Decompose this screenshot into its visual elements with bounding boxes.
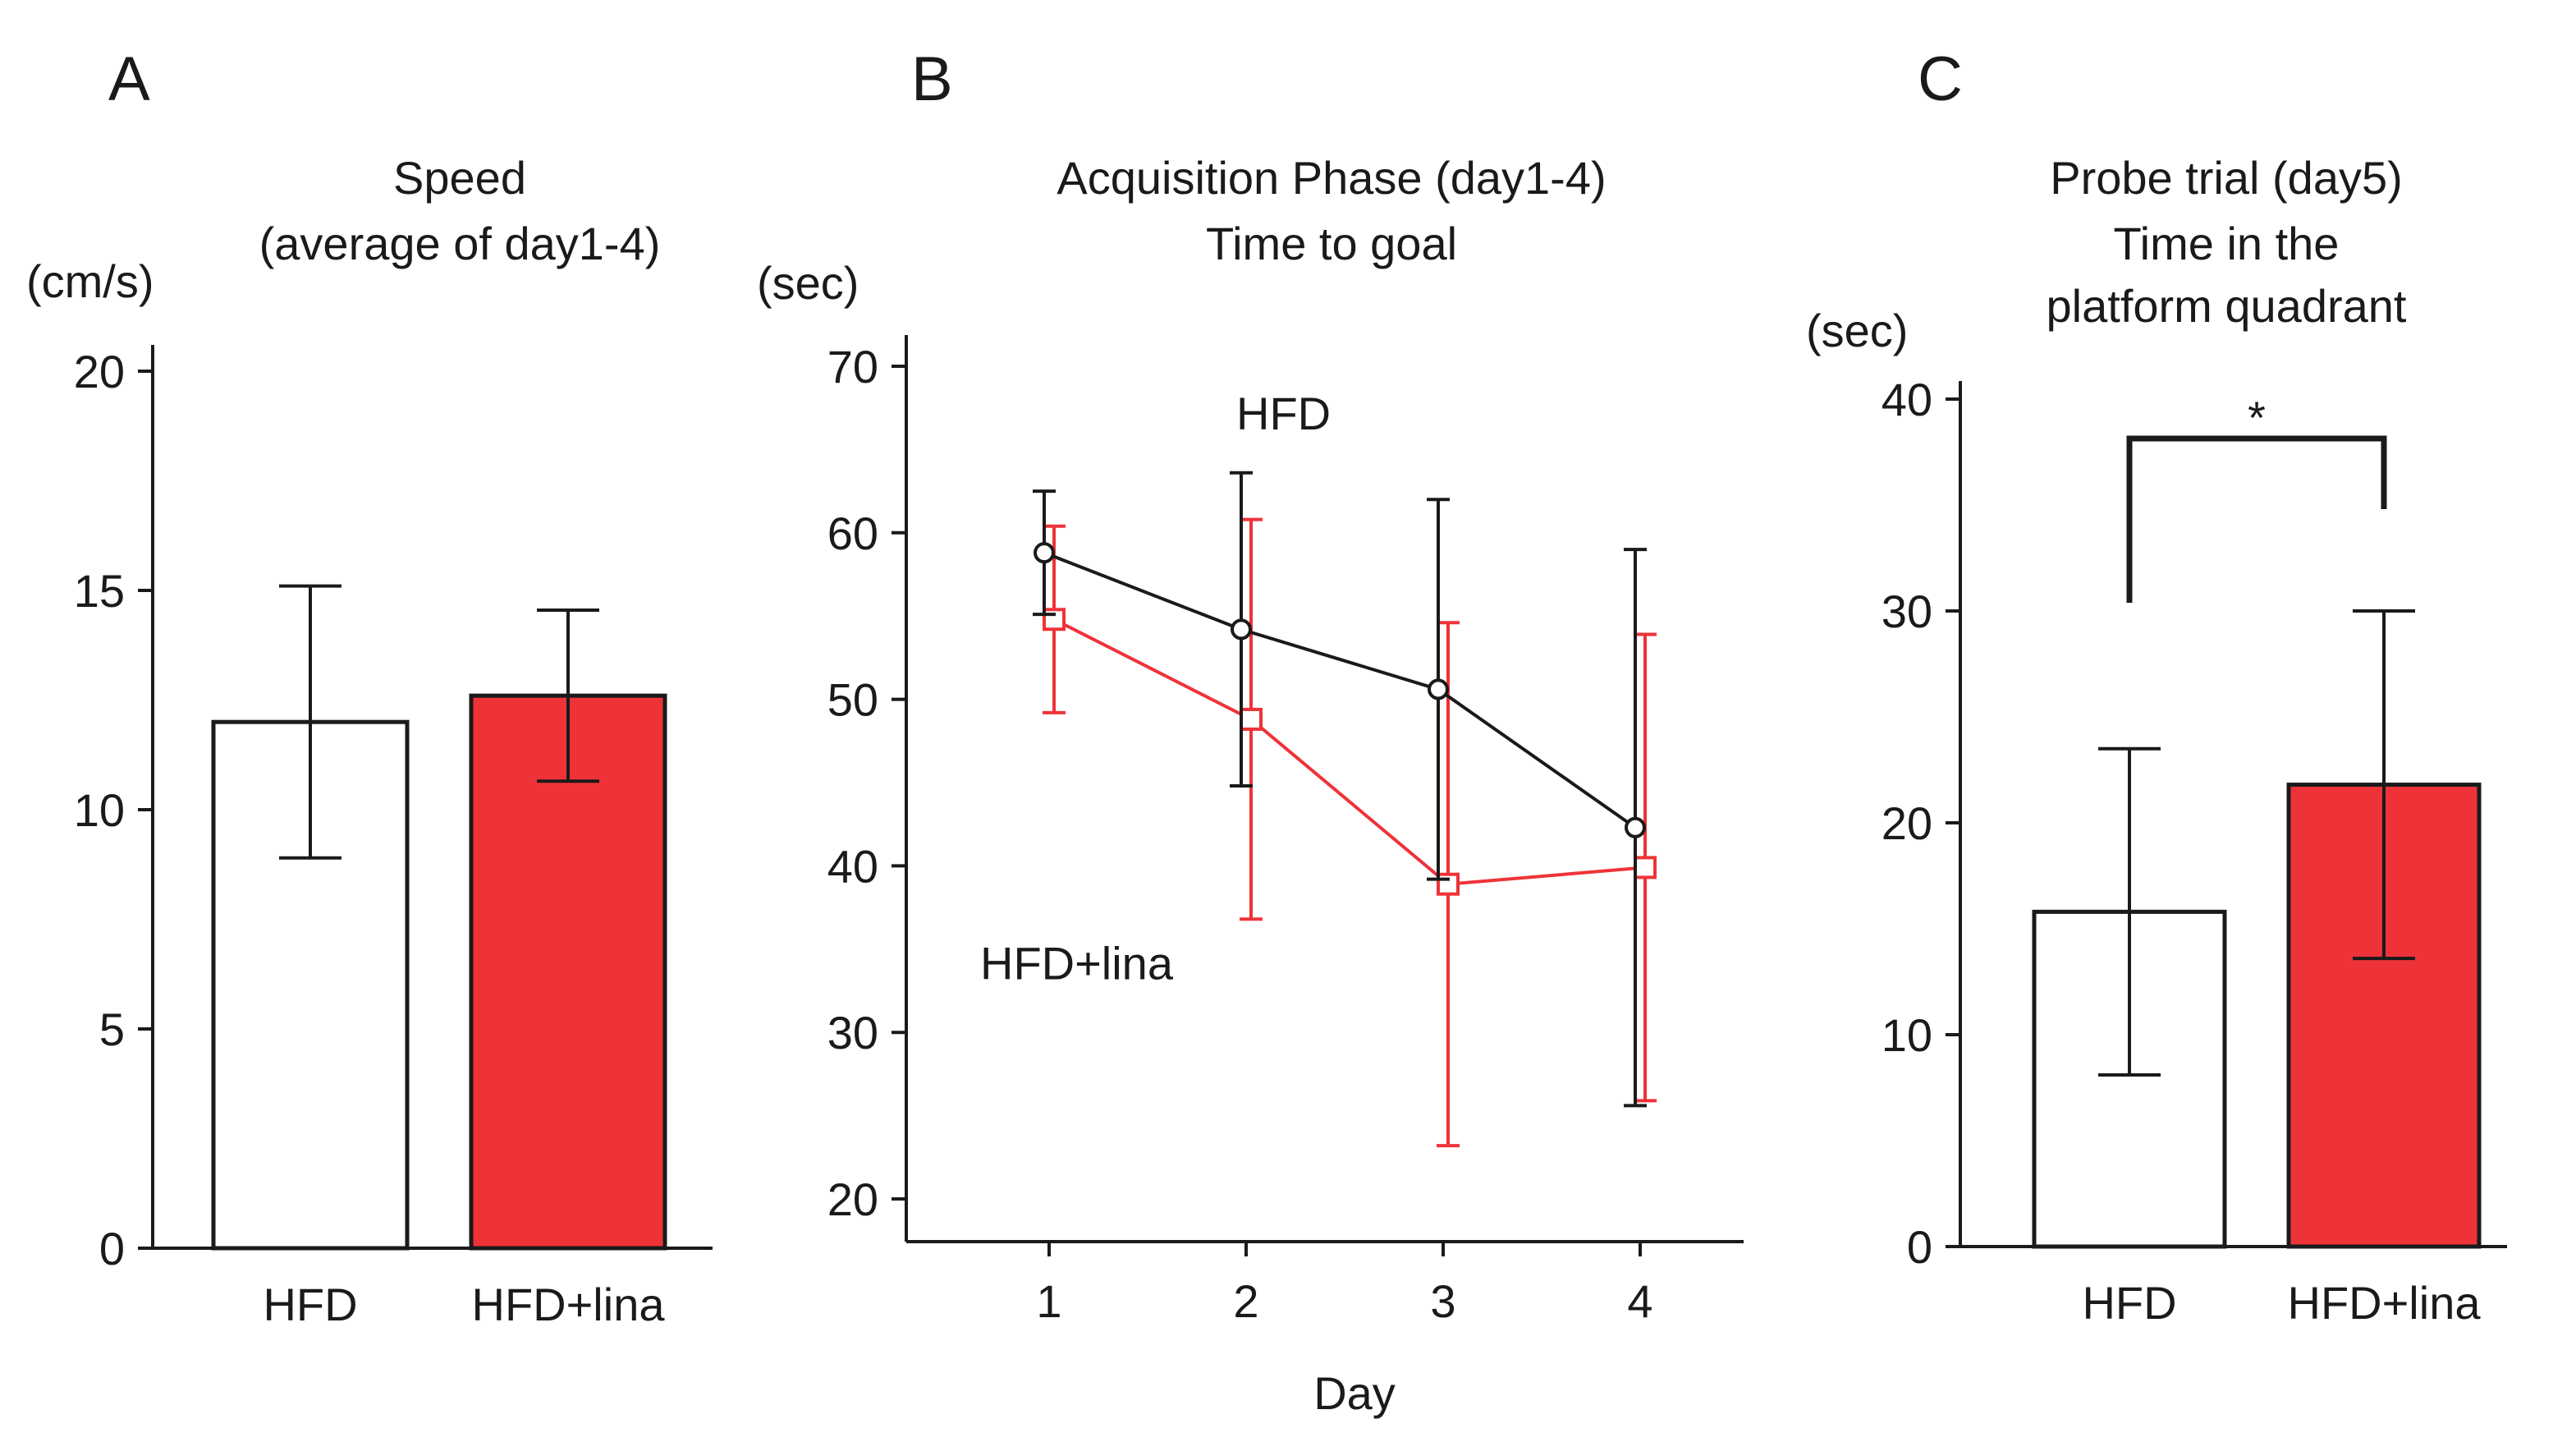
- panel-c-category-label-0: HFD: [2082, 1277, 2176, 1329]
- panel-c-y-tick-label-2: 20: [1882, 797, 1932, 849]
- panel-b-x-tick-label-2: 3: [1430, 1275, 1455, 1327]
- panel-c-y-tick-label-3: 30: [1882, 586, 1932, 637]
- panel-letter-b: B: [911, 44, 953, 114]
- panel-b-series-1-line: [1053, 618, 1646, 886]
- panel-a-y-tick-label-2: 10: [74, 784, 125, 836]
- panel-c-category-label-1: HFD+lina: [2288, 1277, 2482, 1329]
- panel-b-y-tick-label-4: 60: [827, 507, 878, 559]
- panel-b-title-line-1: Acquisition Phase (day1-4): [1057, 152, 1606, 204]
- panel-b-series-1-point-1: [1240, 707, 1263, 731]
- panel-b-annotation-1: HFD+lina: [980, 937, 1174, 989]
- panel-a-y-unit: (cm/s): [26, 255, 154, 307]
- panel-a-title-line-2: (average of day1-4): [259, 218, 661, 269]
- panel-a-category-label-0: HFD: [263, 1279, 357, 1330]
- panel-c-y-unit: (sec): [1806, 305, 1908, 356]
- panel-c-significance-label: *: [2248, 392, 2266, 443]
- panel-b-series-1-point-3: [1634, 856, 1657, 879]
- panel-a-y-tick-label-3: 15: [74, 565, 125, 617]
- panel-b-x-tick-label-1: 2: [1233, 1275, 1258, 1327]
- panel-a-bar-1: [469, 693, 667, 1251]
- panel-b-series-1-point-0: [1043, 608, 1066, 631]
- panel-b-annotation-0: HFD: [1236, 388, 1331, 439]
- panel-b-x-tick-label-3: 4: [1627, 1275, 1652, 1327]
- panel-c-title-line-1: Probe trial (day5): [2050, 152, 2403, 204]
- panel-b-x-tick-label-0: 1: [1036, 1275, 1061, 1327]
- panel-b-y-tick-label-5: 70: [827, 341, 878, 393]
- panel-c-significance-bracket: [2126, 435, 2387, 603]
- panel-a-y-tick-label-4: 20: [74, 346, 125, 397]
- panel-c-y-tick-label-1: 10: [1882, 1009, 1932, 1061]
- panel-c-title-line-3: platform quadrant: [2047, 280, 2407, 332]
- panel-c-title-line-2: Time in the: [2114, 218, 2340, 269]
- panel-a-title-line-1: Speed: [393, 152, 526, 204]
- panel-a: A Speed (average of day1-4) (cm/s) 0 5 10 1…: [26, 44, 713, 1330]
- panel-b-series-0-line: [1043, 551, 1637, 829]
- panel-a-y-tick-label-1: 5: [99, 1003, 125, 1055]
- panel-a-category-label-1: HFD+lina: [472, 1279, 666, 1330]
- panel-b-y-tick-label-2: 40: [827, 840, 878, 892]
- panel-b-y-tick-label-0: 20: [827, 1173, 878, 1225]
- panel-b-title-line-2: Time to goal: [1206, 218, 1457, 269]
- panel-letter-a: A: [108, 44, 150, 114]
- panel-b-y-unit: (sec): [757, 257, 859, 309]
- panel-b: B Acquisition Phase (day1-4) Time to goa…: [757, 44, 1744, 1419]
- panel-b-y-tick-label-3: 50: [827, 674, 878, 726]
- panel-b-series-0-point-2: [1428, 678, 1449, 700]
- panel-letter-c: C: [1918, 44, 1963, 114]
- panel-c: C Probe trial (day5) Time in the platfor…: [1806, 44, 2507, 1329]
- panel-b-x-axis-label: Day: [1313, 1367, 1396, 1419]
- panel-c-y-tick-label-0: 0: [1907, 1221, 1932, 1273]
- panel-c-y-tick-label-4: 40: [1882, 374, 1932, 425]
- panel-b-series-0-point-3: [1625, 816, 1646, 838]
- panel-a-y-tick-label-0: 0: [99, 1223, 125, 1274]
- panel-b-y-tick-label-1: 30: [827, 1007, 878, 1059]
- panel-b-series-1-point-2: [1437, 872, 1460, 896]
- panel-b-series-0-point-1: [1231, 618, 1252, 641]
- panel-b-series-0-point-0: [1034, 542, 1055, 564]
